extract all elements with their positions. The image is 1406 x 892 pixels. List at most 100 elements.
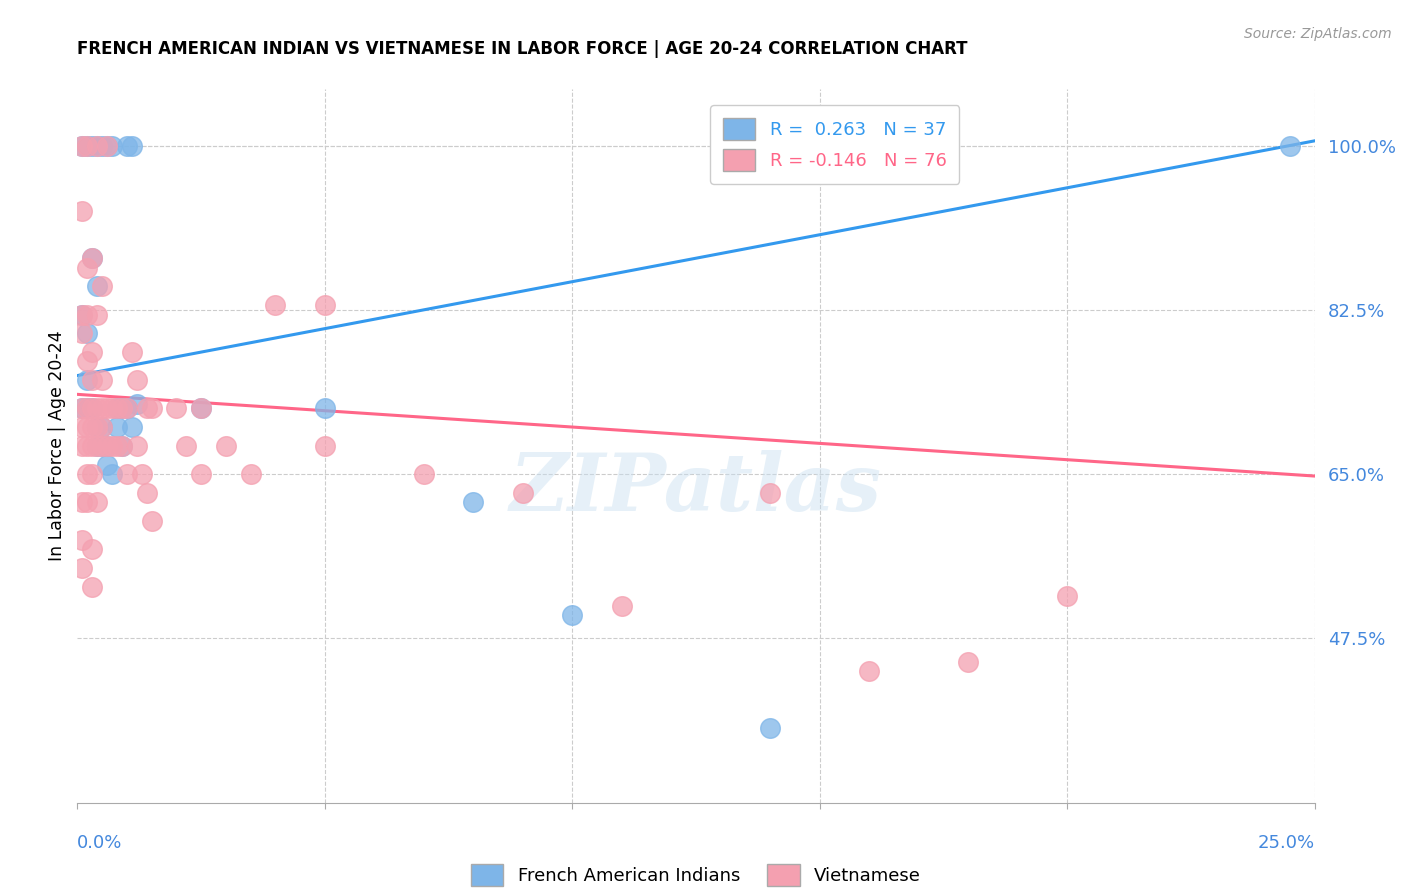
- Point: [72, 401, 94, 416]
- Point: [86, 401, 108, 416]
- Point: [82, 138, 104, 153]
- Point: [105, 401, 128, 416]
- Point: [82, 401, 104, 416]
- Point: [610, 599, 633, 613]
- Point: [105, 439, 128, 453]
- Point: [125, 439, 148, 453]
- Point: [76, 373, 98, 387]
- Point: [115, 401, 138, 416]
- Point: [314, 401, 336, 416]
- Point: [82, 345, 104, 359]
- Point: [76, 495, 98, 509]
- Point: [82, 251, 104, 265]
- Point: [76, 354, 98, 368]
- Point: [86, 495, 108, 509]
- Point: [111, 439, 134, 453]
- Point: [76, 308, 98, 322]
- Point: [121, 138, 143, 153]
- Text: 25.0%: 25.0%: [1257, 834, 1315, 852]
- Point: [82, 542, 104, 557]
- Point: [82, 251, 104, 265]
- Point: [1278, 138, 1301, 153]
- Point: [72, 308, 94, 322]
- Point: [121, 345, 143, 359]
- Point: [82, 467, 104, 482]
- Point: [561, 607, 583, 622]
- Point: [115, 467, 138, 482]
- Point: [72, 138, 94, 153]
- Point: [72, 308, 94, 322]
- Point: [86, 279, 108, 293]
- Point: [76, 260, 98, 275]
- Point: [91, 279, 114, 293]
- Point: [82, 401, 104, 416]
- Point: [412, 467, 434, 482]
- Point: [76, 326, 98, 341]
- Point: [115, 138, 138, 153]
- Point: [91, 373, 114, 387]
- Point: [86, 439, 108, 453]
- Point: [111, 439, 134, 453]
- Point: [86, 138, 108, 153]
- Point: [957, 655, 980, 669]
- Point: [858, 665, 880, 679]
- Point: [72, 401, 94, 416]
- Point: [125, 373, 148, 387]
- Point: [215, 439, 238, 453]
- Point: [82, 439, 104, 453]
- Point: [759, 721, 782, 735]
- Point: [86, 308, 108, 322]
- Point: [82, 373, 104, 387]
- Point: [96, 138, 118, 153]
- Point: [101, 138, 124, 153]
- Point: [121, 420, 143, 434]
- Point: [314, 298, 336, 312]
- Point: [91, 420, 114, 434]
- Point: [72, 439, 94, 453]
- Point: [101, 401, 124, 416]
- Point: [72, 533, 94, 547]
- Point: [135, 486, 157, 500]
- Point: [101, 439, 124, 453]
- Point: [101, 467, 124, 482]
- Point: [76, 467, 98, 482]
- Point: [86, 420, 108, 434]
- Point: [239, 467, 262, 482]
- Point: [76, 138, 98, 153]
- Point: [76, 401, 98, 416]
- Point: [125, 397, 148, 411]
- Point: [86, 439, 108, 453]
- Point: [91, 439, 114, 453]
- Point: [91, 439, 114, 453]
- Point: [91, 138, 114, 153]
- Point: [96, 439, 118, 453]
- Point: [91, 401, 114, 416]
- Point: [190, 401, 212, 416]
- Point: [82, 420, 104, 434]
- Text: FRENCH AMERICAN INDIAN VS VIETNAMESE IN LABOR FORCE | AGE 20-24 CORRELATION CHAR: FRENCH AMERICAN INDIAN VS VIETNAMESE IN …: [77, 40, 967, 58]
- Point: [76, 439, 98, 453]
- Point: [96, 439, 118, 453]
- Point: [76, 420, 98, 434]
- Point: [131, 467, 153, 482]
- Point: [105, 420, 128, 434]
- Point: [190, 467, 212, 482]
- Point: [512, 486, 534, 500]
- Point: [96, 458, 118, 472]
- Point: [1056, 589, 1078, 603]
- Point: [165, 401, 187, 416]
- Point: [759, 486, 782, 500]
- Point: [76, 401, 98, 416]
- Text: ZIPatlas: ZIPatlas: [510, 450, 882, 527]
- Text: Source: ZipAtlas.com: Source: ZipAtlas.com: [1244, 27, 1392, 41]
- Point: [82, 580, 104, 594]
- Point: [72, 138, 94, 153]
- Point: [86, 420, 108, 434]
- Point: [141, 401, 163, 416]
- Point: [91, 420, 114, 434]
- Text: 0.0%: 0.0%: [77, 834, 122, 852]
- Point: [463, 495, 485, 509]
- Point: [174, 439, 197, 453]
- Point: [76, 138, 98, 153]
- Point: [72, 561, 94, 575]
